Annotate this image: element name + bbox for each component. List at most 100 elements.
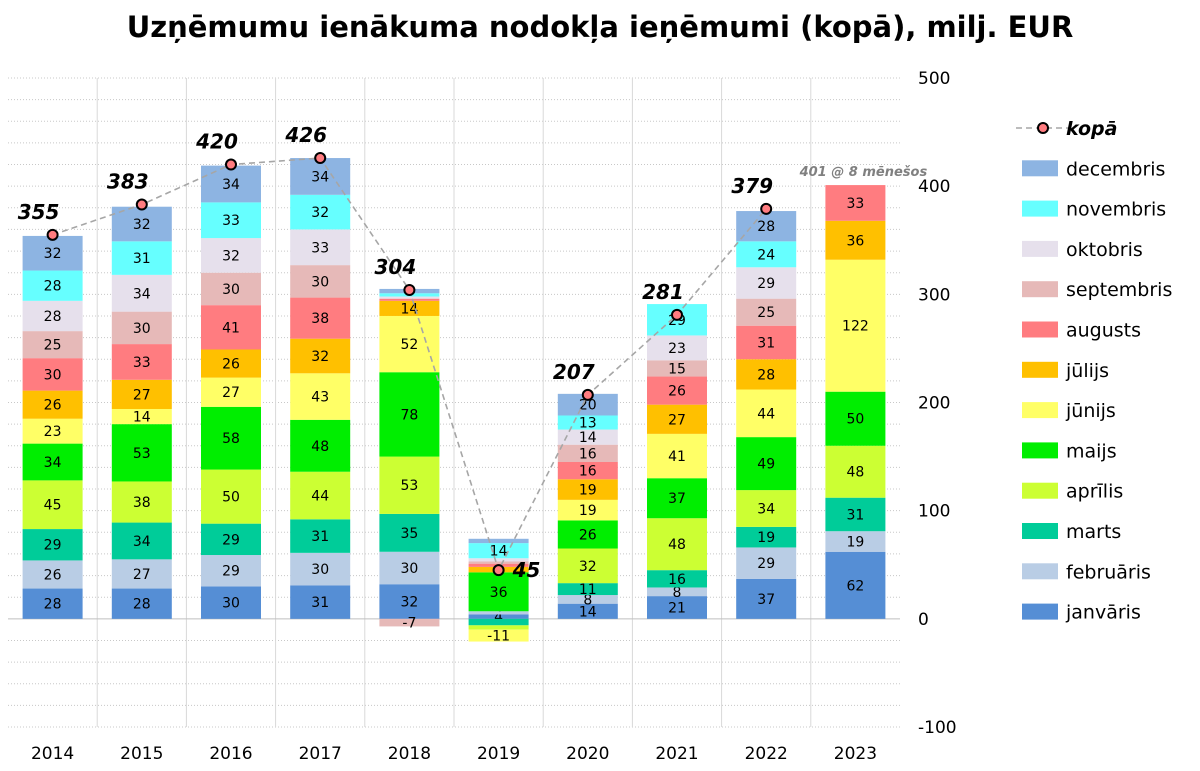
bar-segment — [111, 522, 172, 560]
bar-segment — [647, 360, 707, 377]
bar-segment — [290, 297, 351, 339]
bar-segment — [201, 555, 261, 587]
bar-value-label: 34 — [44, 455, 62, 471]
bar-value-label: 62 — [846, 578, 864, 594]
bar-value-label: 30 — [222, 282, 240, 298]
bar-value-label: 122 — [842, 319, 869, 335]
legend-swatch — [1022, 442, 1058, 459]
bar-value-label: 16 — [579, 446, 597, 462]
bar-value-label: 13 — [579, 416, 597, 432]
bar-value-label: 19 — [757, 530, 775, 546]
bar-value-label: 30 — [222, 596, 240, 612]
bar-segment — [111, 206, 172, 242]
bar-value-label: 37 — [757, 592, 775, 608]
bar-value-label: 14 — [579, 430, 597, 446]
legend-label: jūnijs — [1065, 400, 1116, 422]
bar-value-label: 19 — [579, 503, 597, 519]
bar-value-label: 33 — [133, 355, 151, 371]
bar-value-label: 26 — [668, 384, 686, 400]
total-point — [403, 284, 416, 297]
bar-value-label: 30 — [311, 562, 329, 578]
bar-value-label: 16 — [668, 572, 686, 588]
total-value-label: 45 — [512, 558, 541, 582]
bar-segment — [736, 437, 797, 491]
total-point — [671, 308, 683, 321]
bar-segment — [201, 349, 261, 378]
legend-swatch — [1022, 361, 1058, 378]
bar-segment — [825, 497, 886, 532]
bar-segment — [736, 325, 797, 360]
bar-value-label: 4 — [494, 610, 503, 626]
bar-value-label: 34 — [133, 286, 151, 302]
bar-value-label: 14 — [490, 544, 508, 560]
y-tick-label: 500 — [918, 69, 950, 89]
y-tick-label: 200 — [918, 394, 950, 414]
total-value-label: 207 — [553, 360, 595, 384]
bar-segment — [111, 379, 172, 409]
bar-value-label: 35 — [400, 526, 418, 542]
bar-segment — [111, 311, 172, 345]
bar-segment — [111, 481, 172, 523]
bar-segment — [290, 585, 351, 619]
legend-swatch — [1022, 281, 1058, 298]
bar-value-label: 15 — [668, 361, 686, 377]
bar-segment — [468, 614, 529, 619]
bar-segment — [468, 558, 529, 562]
bar-segment — [290, 552, 351, 586]
bar-value-label: 29 — [757, 556, 775, 572]
bar-value-label: 27 — [222, 385, 240, 401]
x-tick-label: 2020 — [566, 744, 609, 764]
bar-segment — [825, 445, 886, 498]
legend-swatch — [1022, 402, 1058, 419]
bar-segment — [825, 551, 886, 619]
bar-value-label: 53 — [133, 446, 151, 462]
total-point — [135, 198, 148, 211]
bar-value-label: 25 — [44, 338, 62, 354]
legend-label: februāris — [1066, 561, 1151, 583]
bar-value-label: 50 — [846, 412, 864, 428]
bar-segment — [647, 376, 707, 405]
bar-value-label: 50 — [222, 490, 240, 506]
bar-segment — [290, 338, 351, 374]
bar-value-label: 30 — [44, 367, 62, 383]
bar-segment — [736, 298, 797, 326]
bar-segment — [647, 587, 707, 597]
bar-segment — [736, 211, 797, 242]
bar-value-label: 38 — [311, 311, 329, 327]
bar-value-label: 41 — [668, 449, 686, 465]
bar-segment — [290, 471, 351, 520]
bar-value-label: 48 — [846, 465, 864, 481]
total-value-label: 420 — [195, 130, 238, 154]
bar-value-label: 21 — [668, 600, 686, 616]
bar-value-label: 20 — [579, 398, 597, 414]
bar-value-label: 30 — [400, 561, 418, 577]
bar-segment — [22, 358, 83, 391]
bar-segment — [468, 618, 529, 626]
bar-value-label: 37 — [668, 491, 686, 507]
total-value-label: 304 — [375, 255, 417, 279]
bar-segment — [379, 296, 440, 299]
bar-segment — [22, 300, 83, 332]
bar-segment — [379, 456, 440, 514]
bar-segment — [647, 478, 707, 519]
bar-value-label: 31 — [846, 507, 864, 523]
bar-value-label: 78 — [400, 407, 418, 423]
bar-segment — [201, 165, 261, 203]
x-tick-label: 2016 — [209, 744, 252, 764]
bar-segment — [290, 265, 351, 298]
total-point — [46, 228, 59, 241]
bar-value-label: 14 — [133, 410, 151, 426]
legend-label: janvāris — [1065, 602, 1141, 624]
bar-value-label: 44 — [311, 489, 329, 505]
bar-segment — [736, 267, 797, 299]
bar-segment — [111, 559, 172, 589]
bar-value-label: 33 — [311, 240, 329, 256]
bar-segment — [736, 547, 797, 579]
bar-segment — [201, 238, 261, 273]
legend-label: decembris — [1066, 158, 1165, 180]
bar-value-label: 26 — [44, 398, 62, 414]
legend-label-kopa: kopā — [1066, 118, 1117, 140]
bar-value-label: 32 — [311, 205, 329, 221]
bar-value-label: 31 — [311, 529, 329, 545]
